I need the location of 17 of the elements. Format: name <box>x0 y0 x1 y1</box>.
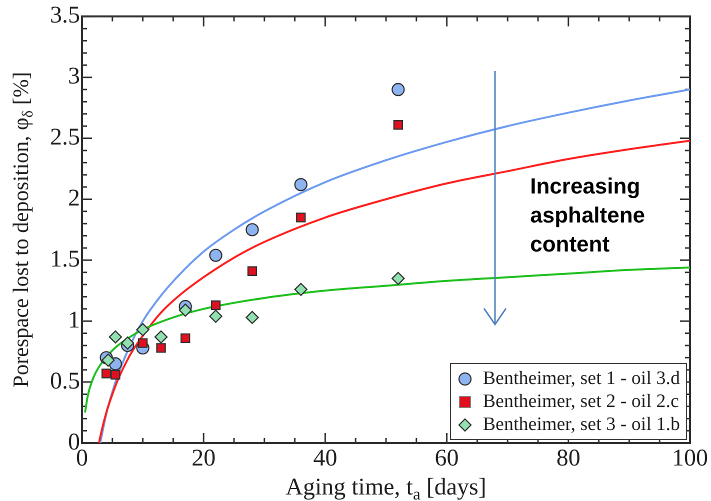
annotation: Increasing asphaltene content <box>530 173 646 256</box>
y-tick-label: 2 <box>68 186 80 212</box>
y-tick-label: 0.5 <box>50 368 80 394</box>
x-tick-label: 80 <box>556 446 580 472</box>
y-tick-label: 3.5 <box>50 2 80 29</box>
x-tick-label: 100 <box>672 446 708 472</box>
y-tick-label: 2.5 <box>50 124 80 151</box>
x-tick-label: 60 <box>434 446 459 472</box>
y-tick-label: 1 <box>68 307 80 334</box>
legend-label: Bentheimer, set 3 - oil 1.b <box>482 413 680 436</box>
y-axis-title: Porespace lost to deposition, φδ [%] <box>8 72 37 388</box>
x-tick-label: 40 <box>313 446 338 472</box>
x-tick-label: 20 <box>192 446 216 472</box>
y-tick-label: 3 <box>68 64 80 90</box>
legend-label: Bentheimer, set 2 - oil 2.c <box>482 390 679 413</box>
legend-label: Bentheimer, set 1 - oil 3.d <box>482 367 680 390</box>
y-tick-label: 1.5 <box>50 246 80 272</box>
